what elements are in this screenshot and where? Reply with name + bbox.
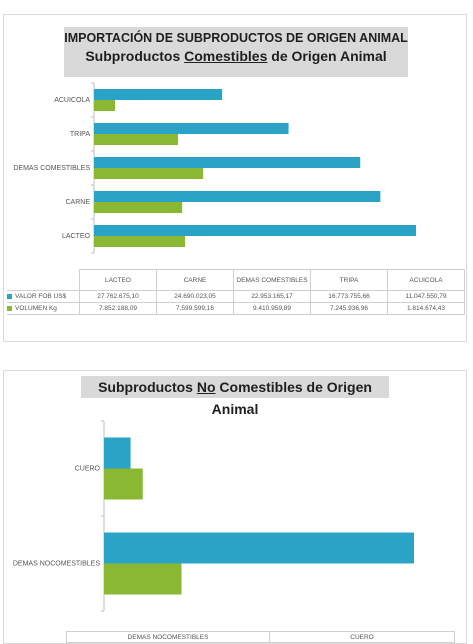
legend-swatch-valor: [7, 293, 12, 299]
chart2-plot: CUERO DEMAS NOCOMESTIBLES: [13, 420, 414, 612]
bar-valor: [94, 123, 289, 134]
category-label: LACTEO: [62, 233, 91, 240]
bar-volumen: [104, 468, 143, 500]
table-header-cell: CARNE: [156, 269, 234, 291]
chart-no-comestibles-panel: Subproductos No Comestibles de Origen An…: [3, 370, 467, 644]
bar-valor: [94, 157, 361, 168]
bar-volumen: [94, 168, 204, 179]
table-header-cell: DEMAS NOCOMESTIBLES: [66, 631, 270, 643]
chart1-plot: ACUICOLA TRIPA DEMAS COMESTIBLES CARNE LACTE…: [13, 82, 416, 254]
table-cell: 7.852.188,09: [79, 302, 157, 315]
legend-valor: VALOR FOB US$: [7, 290, 80, 303]
bar-valor: [104, 437, 131, 469]
chart1-data-table: LACTEO CARNE DEMAS COMESTIBLES TRIPA ACU…: [7, 269, 465, 315]
table-cell: 27.762.675,10: [79, 290, 157, 303]
table-header-cell: TRIPA: [310, 269, 388, 291]
bar-volumen: [104, 563, 182, 595]
table-cell: 22.953.165,17: [233, 290, 311, 303]
table-cell: 7.599.599,16: [156, 302, 234, 315]
bar-valor: [94, 191, 381, 202]
category-label: DEMAS COMESTIBLES: [13, 165, 90, 172]
table-row: VOLUMEN Kg 7.852.188,09 7.599.599,16 9.4…: [7, 302, 465, 315]
table-header-row: LACTEO CARNE DEMAS COMESTIBLES TRIPA ACU…: [7, 269, 465, 291]
table-header-cell: LACTEO: [79, 269, 157, 291]
bar-volumen: [94, 100, 116, 111]
legend-volumen: VOLUMEN Kg: [7, 302, 80, 315]
category-label: CUERO: [75, 466, 101, 473]
table-header-row: DEMAS NOCOMESTIBLES CUERO: [66, 631, 455, 643]
table-cell: 16.773.755,66: [310, 290, 388, 303]
category-label: CARNE: [65, 199, 90, 206]
bar-valor: [94, 89, 223, 100]
chart-comestibles-panel: IMPORTACIÓN DE SUBPRODUCTOS DE ORIGEN AN…: [3, 14, 467, 342]
table-row: VALOR FOB US$ 27.762.675,10 24.690.023,0…: [7, 290, 465, 303]
category-label: ACUICOLA: [54, 97, 90, 104]
bar-volumen: [94, 236, 186, 247]
chart1-title: IMPORTACIÓN DE SUBPRODUCTOS DE ORIGEN AN…: [64, 27, 408, 77]
table-header-cell: DEMAS COMESTIBLES: [233, 269, 311, 291]
chart1-title-line1: IMPORTACIÓN DE SUBPRODUCTOS DE ORIGEN AN…: [64, 31, 408, 45]
bar-volumen: [94, 202, 183, 213]
category-label: TRIPA: [70, 131, 90, 138]
table-cell: 24.690.023,05: [156, 290, 234, 303]
bar-valor: [104, 532, 414, 564]
table-header-cell: ACUICOLA: [387, 269, 465, 291]
category-label: DEMAS NOCOMESTIBLES: [13, 561, 100, 568]
table-cell: 1.814.674,43: [387, 302, 465, 315]
bar-volumen: [94, 134, 179, 145]
table-header-cell: CUERO: [269, 631, 455, 643]
chart2-data-table: DEMAS NOCOMESTIBLES CUERO: [66, 631, 455, 643]
chart1-title-line2: Subproductos Comestibles de Origen Anima…: [85, 48, 387, 64]
chart2-title: Subproductos No Comestibles de Origen An…: [81, 376, 389, 417]
table-cell: 11.047.550,79: [387, 290, 465, 303]
table-cell: 7.245.936,96: [310, 302, 388, 315]
table-cell: 9.410.959,89: [233, 302, 311, 315]
bar-valor: [94, 225, 416, 236]
legend-swatch-volumen: [7, 305, 12, 311]
